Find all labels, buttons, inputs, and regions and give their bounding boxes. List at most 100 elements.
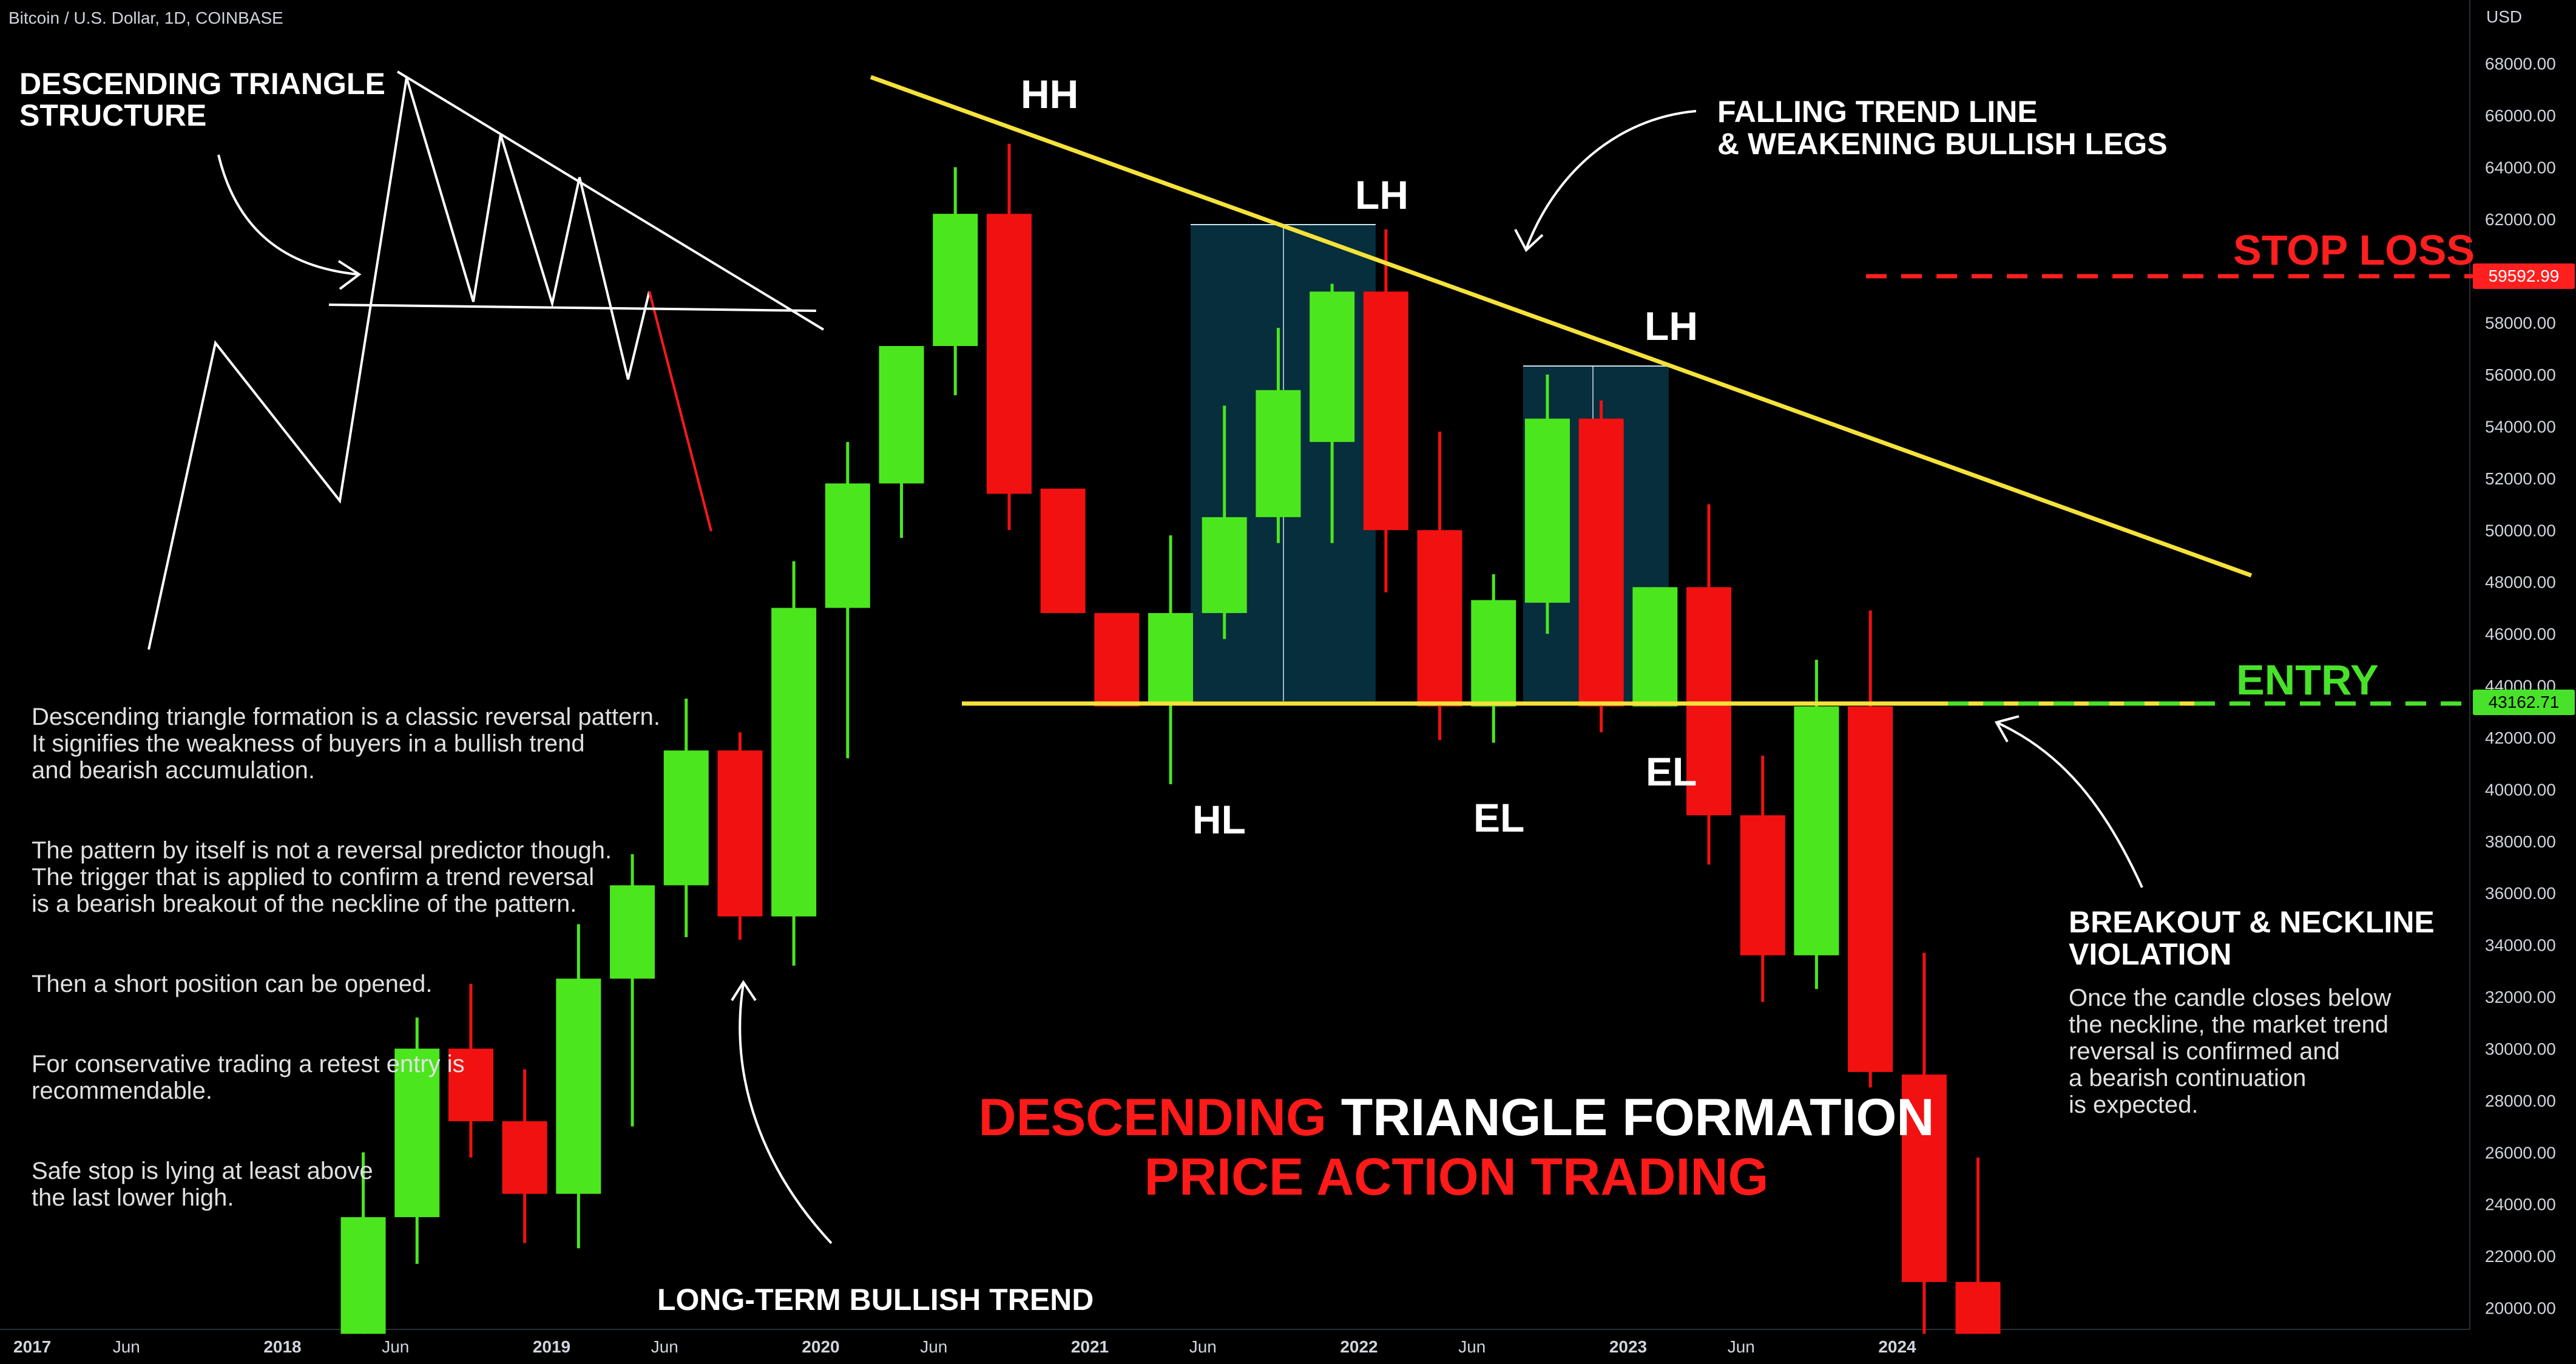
arrow-falling-trend (1514, 110, 1697, 253)
description-paragraph: For conservative trading a retest entry … (32, 1051, 465, 1104)
time-tick-label: 2019 (533, 1337, 570, 1356)
time-tick-label: Jun (1189, 1337, 1217, 1356)
time-tick-label: 2022 (1340, 1337, 1378, 1356)
time-tick-label: 2017 (13, 1337, 51, 1356)
candle-body (663, 750, 709, 886)
price-tick-label: 24000.00 (2485, 1195, 2556, 1214)
price-tick-label: 54000.00 (2485, 417, 2556, 436)
triangle-structure-title: DESCENDING TRIANGLE STRUCTURE (19, 68, 385, 131)
stop-loss-price-badge: 59592.99 (2473, 263, 2575, 289)
candle (663, 698, 709, 937)
candle-body (933, 214, 978, 347)
candle-body (1794, 706, 1839, 955)
price-tick-label: 66000.00 (2485, 106, 2556, 125)
price-axis: 20000.00 22000.00 24000.00 26000.00 28000.00… (2469, 0, 2556, 1329)
candle-body (1901, 1074, 1947, 1282)
time-tick-label: 2021 (1071, 1337, 1109, 1356)
candle-body (1040, 488, 1086, 613)
price-tick-label: 32000.00 (2485, 988, 2556, 1006)
candle-body (1202, 517, 1247, 613)
candle-body (986, 214, 1032, 494)
candle (1148, 535, 1194, 784)
candle (1310, 283, 1355, 543)
symbol-title: Bitcoin / U.S. Dollar, 1D, COINBASE (8, 8, 283, 27)
candle-body (1955, 1281, 2001, 1334)
time-axis: 2017 Jun 2018 Jun 2019 Jun 2020 Jun 2021 Jun 2022 J… (0, 1329, 2470, 1356)
candle-body (717, 750, 763, 917)
price-tick-label: 46000.00 (2485, 625, 2556, 643)
triangle-sketch-support (328, 304, 817, 312)
candle-body (1094, 612, 1140, 707)
label-hl: HL (1192, 797, 1246, 842)
time-tick-label: 2024 (1878, 1337, 1916, 1356)
triangle-title-line-1: DESCENDING TRIANGLE (19, 67, 385, 101)
label-el-2: EL (1646, 749, 1697, 794)
candle (825, 442, 870, 759)
main-title-line: DESCENDING TRIANGLE FORMATION (910, 1088, 2003, 1147)
candle-body (1363, 291, 1408, 531)
price-tick-label: 26000.00 (2485, 1143, 2556, 1162)
arrow-structure (217, 154, 362, 290)
arrow-long-term (731, 980, 833, 1244)
price-tick-label: 28000.00 (2485, 1091, 2556, 1110)
candle-body (340, 1217, 386, 1334)
stop-loss-label: STOP LOSS (2233, 226, 2475, 274)
time-tick-label: Jun (382, 1337, 409, 1356)
candle (986, 143, 1032, 531)
candle-body (502, 1121, 547, 1194)
triangle-sketch-resistance (396, 70, 825, 331)
candle-body (1310, 291, 1355, 443)
candle-body (448, 1048, 493, 1122)
currency-label: USD (2486, 7, 2523, 26)
price-tick-label: 52000.00 (2485, 469, 2556, 488)
candles (340, 143, 2001, 1334)
candle-body (771, 608, 817, 917)
price-tick-label: 62000.00 (2485, 210, 2556, 229)
label-el-1: EL (1473, 795, 1524, 840)
candle-body (1471, 600, 1516, 707)
candle (879, 346, 924, 538)
candle-body (556, 979, 601, 1194)
description-paragraph: The pattern by itself is not a reversal … (32, 837, 612, 917)
price-tick-label: 56000.00 (2485, 365, 2556, 384)
candle-body (610, 885, 655, 979)
candle-body (879, 346, 924, 484)
triangle-sketch-breakdown (648, 291, 712, 532)
candle (556, 924, 601, 1249)
price-tick-label: 20000.00 (2485, 1299, 2556, 1318)
price-tick-label: 40000.00 (2485, 780, 2556, 799)
breakout-description: Once the candle closes below the necklin… (2069, 985, 2392, 1118)
candle (1848, 610, 1893, 1088)
candle-body (1417, 530, 1462, 707)
price-tick-label: 50000.00 (2485, 521, 2556, 540)
long-term-trend-label: LONG-TERM BULLISH TREND (657, 1283, 1094, 1317)
breakout-title: BREAKOUT & NECKLINE VIOLATION (2069, 906, 2435, 971)
price-tick-label: 34000.00 (2485, 936, 2556, 955)
time-tick-label: 2020 (802, 1337, 839, 1356)
main-subtitle: PRICE ACTION TRADING (1144, 1148, 1769, 1206)
candle (1794, 659, 1839, 989)
candle-body (1256, 390, 1301, 517)
breakout-title-line-2: VIOLATION (2069, 937, 2232, 971)
price-tick-label: 42000.00 (2485, 728, 2556, 747)
price-tick-label: 22000.00 (2485, 1247, 2556, 1266)
price-tick-label: 64000.00 (2485, 158, 2556, 177)
candle-body (1632, 587, 1678, 707)
price-tick-label: 30000.00 (2485, 1039, 2556, 1058)
candle (771, 561, 817, 966)
candle (933, 167, 978, 396)
falling-trend-line-2: & WEAKENING BULLISH LEGS (1717, 127, 2168, 161)
main-title: DESCENDING TRIANGLE FORMATION PRICE ACTI… (910, 1088, 2003, 1207)
candle (1740, 755, 1785, 1002)
candle (1417, 431, 1462, 741)
time-tick-label: Jun (651, 1337, 678, 1356)
time-tick-label: Jun (920, 1337, 947, 1356)
candle-body (1848, 706, 1893, 1072)
falling-trend-line (870, 75, 2253, 578)
time-tick-label: 2018 (263, 1337, 301, 1356)
candle (1256, 328, 1301, 543)
entry-label: ENTRY (2236, 656, 2379, 704)
candle (1955, 1157, 2001, 1334)
price-tick-label: 36000.00 (2485, 884, 2556, 903)
candle (1363, 229, 1408, 592)
